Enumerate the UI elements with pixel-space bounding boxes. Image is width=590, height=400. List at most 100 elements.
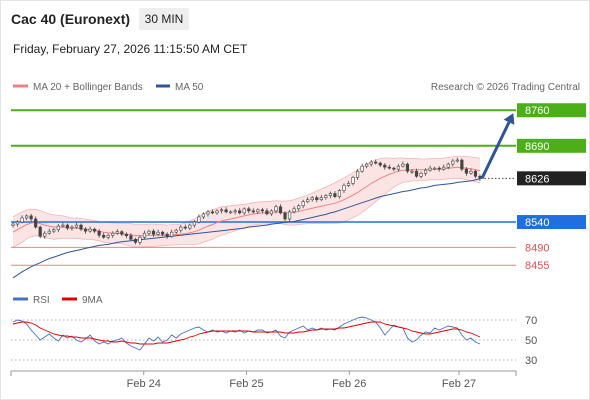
- candle-body: [201, 213, 206, 218]
- level-label-8690: 8690: [525, 141, 549, 153]
- candle-body: [315, 197, 319, 200]
- candle-body: [156, 231, 160, 235]
- candle-body: [52, 229, 56, 232]
- candle-body: [460, 159, 464, 170]
- candle-body: [74, 224, 79, 228]
- candle-body: [43, 232, 47, 237]
- candle-body: [229, 211, 233, 214]
- candle-body: [410, 170, 414, 173]
- candle-body: [29, 215, 33, 220]
- timeframe-badge: [139, 8, 189, 30]
- candle-body: [374, 161, 378, 164]
- candle-body: [392, 167, 396, 170]
- candle-body: [242, 208, 246, 214]
- x-tick-label: Feb 27: [442, 378, 476, 390]
- level-label-8626: 8626: [525, 173, 549, 185]
- candle-body: [337, 190, 342, 197]
- candle-body: [215, 210, 219, 214]
- candle-body: [251, 210, 255, 213]
- candle-body: [192, 221, 196, 226]
- level-box-8760: [517, 103, 586, 118]
- candle-body: [219, 209, 224, 212]
- candle-body: [138, 236, 142, 243]
- level-label-8490: 8490: [525, 242, 549, 254]
- candle-body: [34, 218, 38, 228]
- candle-body: [179, 226, 183, 231]
- ma20-legend-label: MA 20 + Bollinger Bands: [33, 82, 143, 93]
- candle-body: [260, 209, 264, 212]
- candle-body: [247, 208, 251, 212]
- x-axis-ticks: Feb 24 Feb 25 Feb 26 Feb 27: [127, 371, 476, 390]
- candle-body: [378, 162, 382, 166]
- candle-body: [15, 221, 20, 225]
- chart-datetime: Friday, February 27, 2026 11:15:50 AM CE…: [13, 42, 248, 56]
- candle-body: [197, 216, 201, 223]
- candle-body: [328, 193, 332, 196]
- rsi-tick-50: 50: [525, 335, 537, 347]
- level-box-8626: [517, 171, 586, 186]
- rsi-legend-label: RSI: [33, 295, 50, 306]
- candle-body: [129, 235, 133, 240]
- candle-body: [428, 167, 432, 171]
- candle-body: [265, 210, 269, 215]
- rsi-grid: 70 50 30: [11, 315, 537, 367]
- candle-body: [124, 233, 128, 237]
- candle-body: [25, 215, 29, 219]
- candle-body: [97, 230, 101, 236]
- candle-body: [287, 211, 292, 220]
- candle-body: [464, 168, 468, 174]
- timeframe-label: 30 MIN: [145, 12, 184, 26]
- level-label-8455: 8455: [525, 260, 549, 272]
- candle-body: [256, 209, 260, 213]
- candle-body: [269, 210, 274, 215]
- candle-body: [306, 199, 310, 203]
- level-box-8690: [517, 138, 586, 153]
- candle-body: [47, 230, 51, 234]
- candle-body: [115, 231, 119, 234]
- candle-body: [369, 161, 373, 165]
- projection-arrow-head: [503, 113, 515, 125]
- candle-body: [70, 226, 74, 229]
- candle-body: [161, 231, 165, 235]
- candle-body: [174, 229, 178, 233]
- candle-body: [83, 228, 88, 232]
- bollinger-lower-line: [12, 177, 481, 248]
- instrument-title: Cac 40 (Euronext): [11, 11, 130, 27]
- candle-body: [142, 232, 147, 238]
- candle-body: [65, 224, 70, 229]
- candle-body: [11, 223, 15, 226]
- candle-body: [473, 170, 478, 177]
- x-tick-label: Feb 25: [229, 378, 263, 390]
- candle-body: [283, 212, 287, 220]
- ma50-line: [12, 178, 481, 279]
- rsi-tick-30: 30: [525, 355, 537, 367]
- candle-body: [206, 211, 210, 215]
- candle-body: [165, 233, 169, 237]
- candle-body: [238, 210, 242, 214]
- level-label-8540: 8540: [525, 217, 549, 229]
- candle-body: [183, 226, 187, 229]
- candle-body: [455, 159, 459, 162]
- candle-body: [414, 170, 419, 177]
- projection-arrow-line: [480, 121, 511, 179]
- candle-body: [292, 208, 296, 213]
- candle-body: [333, 193, 337, 197]
- copyright-text: Research © 2026 Trading Central: [431, 82, 580, 93]
- candle-body: [442, 166, 446, 170]
- price-panel: [11, 95, 516, 283]
- candle-body: [355, 170, 360, 178]
- candle-body: [324, 195, 328, 198]
- candle-body: [310, 197, 314, 200]
- candle-body: [401, 163, 405, 167]
- candle-body: [274, 206, 278, 212]
- candle-body: [387, 166, 391, 169]
- candle-body: [365, 163, 369, 167]
- x-tick-label: Feb 24: [127, 378, 161, 390]
- candle-body: [210, 211, 215, 214]
- candle-body: [437, 167, 441, 170]
- candle-body: [469, 170, 473, 174]
- candle-body: [301, 201, 305, 207]
- bollinger-upper-line: [12, 155, 481, 226]
- candle-body: [102, 234, 106, 238]
